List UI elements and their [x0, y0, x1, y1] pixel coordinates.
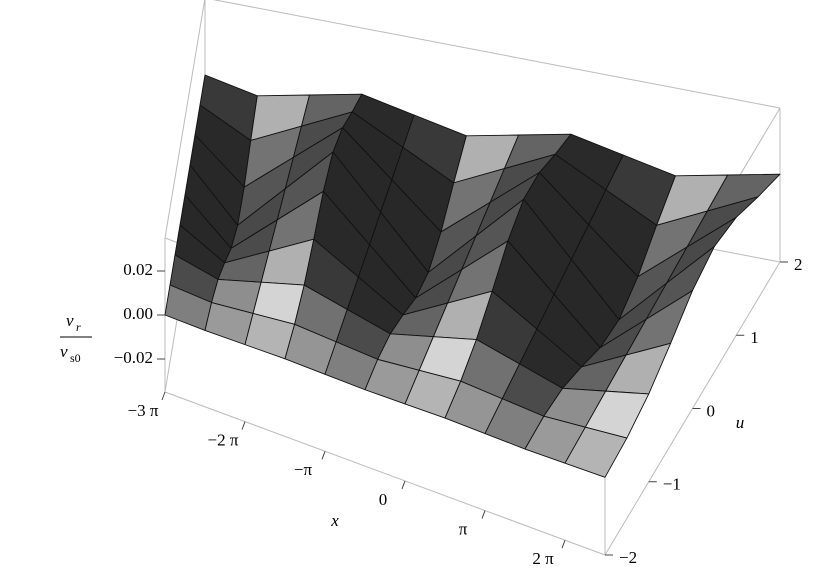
z-label-numerator-sub: r [76, 320, 81, 334]
box-edge [164, 0, 206, 239]
z-tick-label: −0.02 [114, 348, 153, 367]
x-tick-label: −π [294, 460, 313, 479]
x-tick [561, 540, 566, 549]
x-tick [401, 480, 406, 490]
x-tick-label: −3 π [128, 401, 159, 420]
z-tick-label: 0.00 [123, 304, 153, 323]
z-axis-label: v r v s0 [60, 311, 92, 365]
u-tick-label: −1 [663, 475, 681, 494]
box-edge [212, 0, 781, 109]
x-tick-label: 0 [379, 490, 388, 509]
x-tick [241, 421, 246, 430]
u-tick-label: 0 [707, 401, 716, 420]
u-tick-label: −2 [619, 548, 637, 567]
x-tick [161, 391, 166, 401]
u-tick-label: 2 [794, 255, 803, 274]
surface-patch [564, 426, 628, 478]
u-tick-label: 1 [750, 328, 759, 347]
x-axis-label: x [330, 511, 339, 530]
surface [164, 74, 781, 478]
x-tick [321, 451, 326, 460]
z-tick-label: 0.02 [123, 260, 153, 279]
x-tick [481, 510, 486, 519]
x-tick-label: 2 π [532, 549, 554, 568]
u-axis-label: u [736, 413, 745, 432]
z-label-denominator: v [60, 342, 68, 361]
z-label-numerator: v [66, 311, 74, 330]
x-tick-label: −2 π [208, 431, 239, 450]
x-tick-label: π [459, 519, 468, 538]
box-edge [164, 391, 606, 556]
axes: −3 π −2 π −π 0 π 2 π −2 −1 0 1 2 0.02 0.00 −0.02 [114, 255, 803, 568]
z-label-denominator-sub: s0 [70, 351, 81, 365]
